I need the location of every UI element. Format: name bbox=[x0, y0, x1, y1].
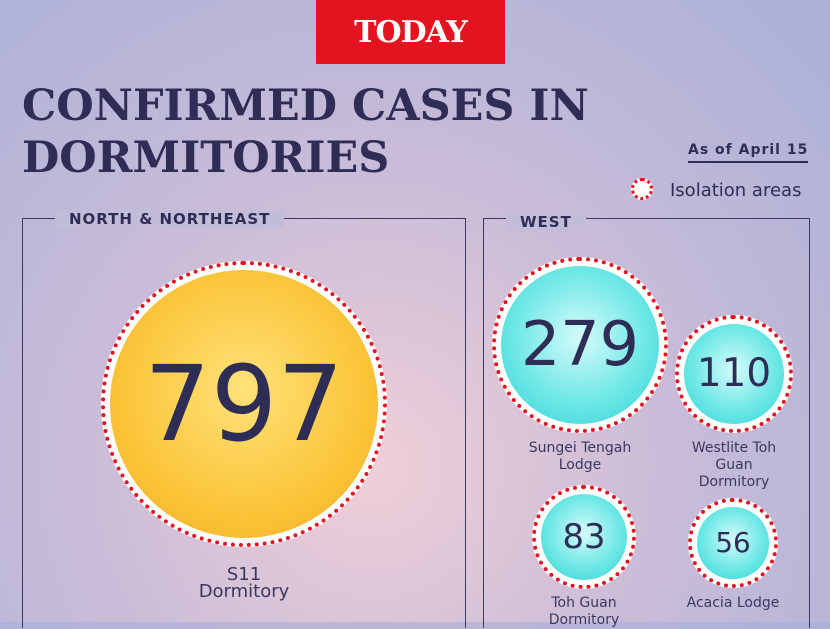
panel-frame bbox=[483, 218, 810, 628]
legend-label: Isolation areas bbox=[670, 180, 802, 201]
bubble-label: S11 Dormitory bbox=[198, 564, 290, 602]
bubble-label: Toh Guan Dormitory bbox=[548, 595, 620, 628]
legend-swatch bbox=[631, 178, 653, 200]
bubble: 279 bbox=[500, 265, 660, 425]
bubble: 797 bbox=[109, 269, 379, 539]
title: CONFIRMED CASES IN DORMITORIES bbox=[22, 81, 589, 183]
bubble: 83 bbox=[540, 493, 628, 581]
bubble-value: 83 bbox=[562, 517, 606, 557]
bubble-value: 110 bbox=[696, 350, 772, 396]
bubble-label: Acacia Lodge bbox=[686, 595, 780, 611]
isolation-ring: 56 bbox=[688, 498, 778, 588]
isolation-ring: 83 bbox=[531, 484, 637, 590]
bubble-label: Sungei Tengah Lodge bbox=[528, 440, 632, 473]
date: As of April 15 bbox=[688, 142, 809, 163]
panel-title: NORTH & NORTHEAST bbox=[55, 210, 285, 228]
bubble-value: 56 bbox=[715, 526, 751, 560]
isolation-ring: 110 bbox=[675, 315, 793, 433]
bubble: 56 bbox=[697, 507, 769, 579]
bubble-value: 797 bbox=[144, 342, 344, 465]
logo: TODAY bbox=[316, 0, 505, 64]
bubble-label: Westlite Toh Guan Dormitory bbox=[691, 440, 777, 490]
isolation-ring: 279 bbox=[491, 256, 669, 434]
bubble-value: 279 bbox=[520, 308, 640, 381]
panel-title: WEST bbox=[506, 213, 586, 231]
isolation-ring: 797 bbox=[100, 260, 388, 548]
bubble: 110 bbox=[684, 324, 784, 424]
